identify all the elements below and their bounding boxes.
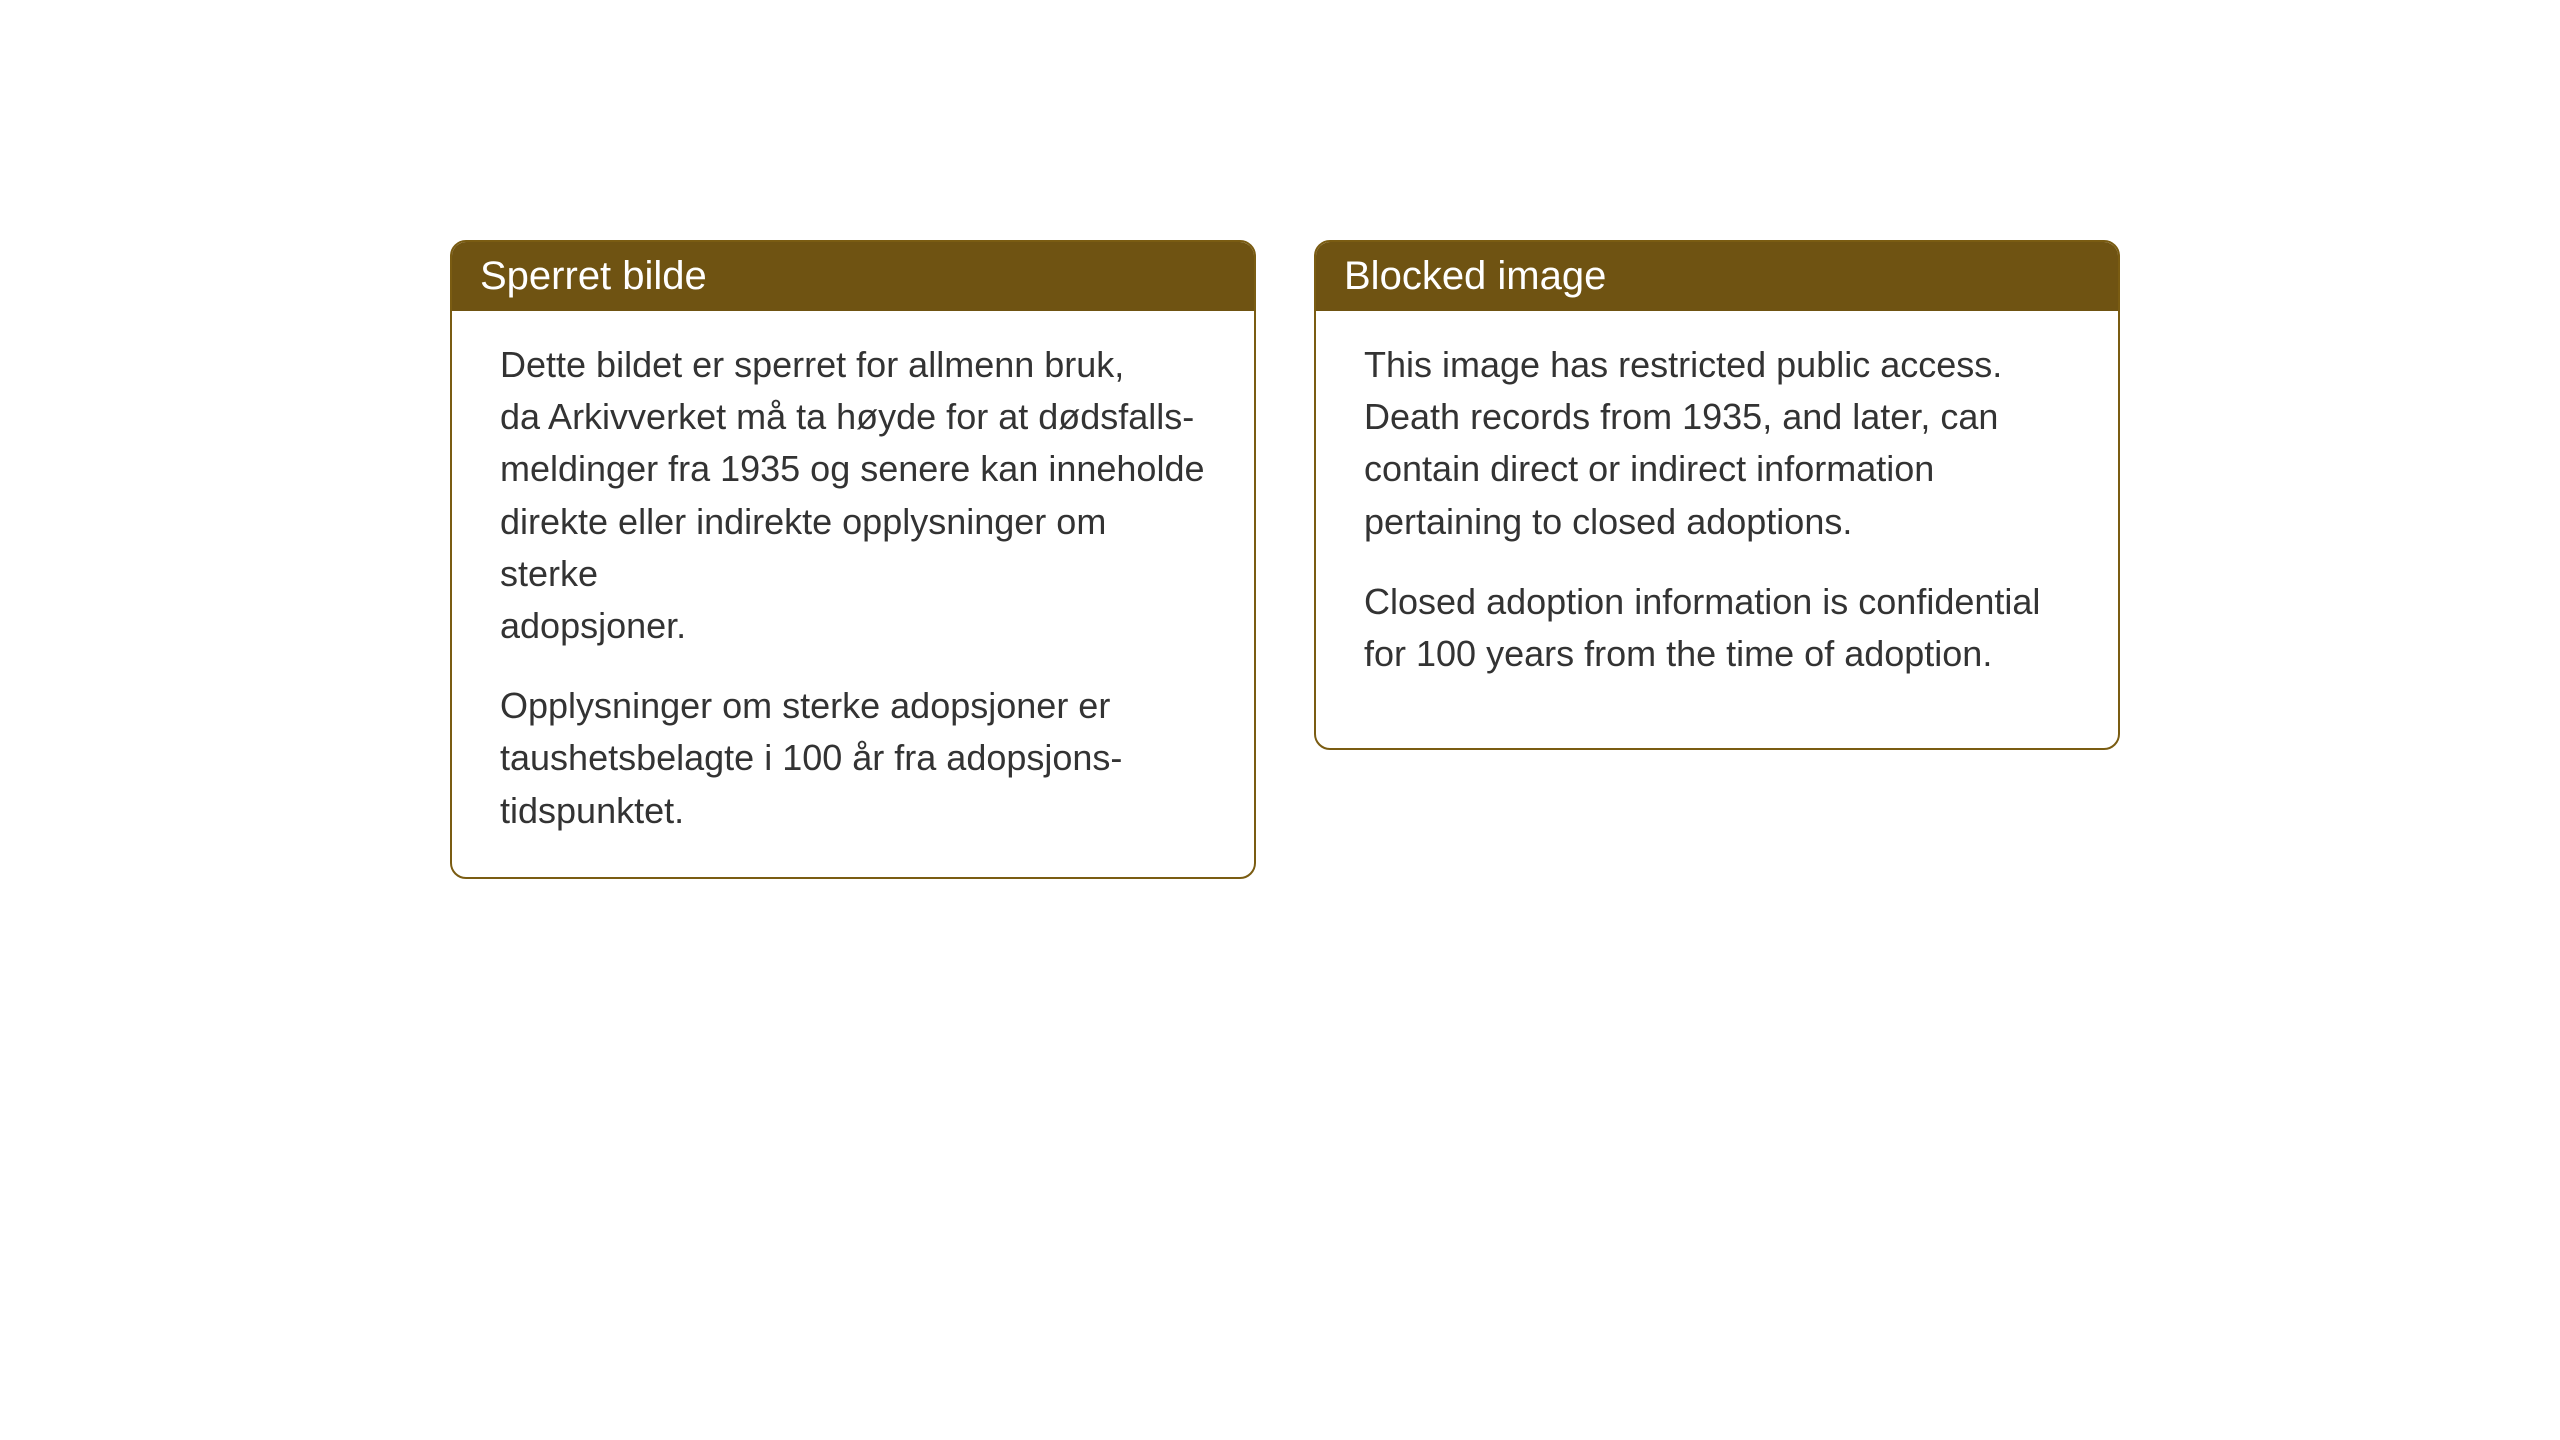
card-header-english: Blocked image [1316,242,2118,311]
card-paragraph-2-english: Closed adoption information is confident… [1364,576,2070,680]
card-text-line: meldinger fra 1935 og senere kan innehol… [500,448,1205,489]
card-paragraph-2-norwegian: Opplysninger om sterke adopsjoner er tau… [500,680,1206,837]
card-text-line: for 100 years from the time of adoption. [1364,633,1992,674]
card-text-line: contain direct or indirect information [1364,448,1934,489]
card-text-line: This image has restricted public access. [1364,344,2002,385]
card-text-line: pertaining to closed adoptions. [1364,501,1852,542]
card-paragraph-1-english: This image has restricted public access.… [1364,339,2070,548]
blocked-image-card-english: Blocked image This image has restricted … [1314,240,2120,750]
card-text-line: taushetsbelagte i 100 år fra adopsjons- [500,737,1122,778]
card-text-line: direkte eller indirekte opplysninger om … [500,501,1106,594]
card-text-line: Opplysninger om sterke adopsjoner er [500,685,1110,726]
blocked-image-card-norwegian: Sperret bilde Dette bildet er sperret fo… [450,240,1256,879]
card-header-norwegian: Sperret bilde [452,242,1254,311]
card-text-line: adopsjoner. [500,605,686,646]
card-body-norwegian: Dette bildet er sperret for allmenn bruk… [452,311,1254,877]
card-text-line: tidspunktet. [500,790,684,831]
card-text-line: Death records from 1935, and later, can [1364,396,1998,437]
card-text-line: da Arkivverket må ta høyde for at dødsfa… [500,396,1194,437]
card-body-english: This image has restricted public access.… [1316,311,2118,720]
card-text-line: Dette bildet er sperret for allmenn bruk… [500,344,1124,385]
card-title-norwegian: Sperret bilde [480,254,707,298]
card-paragraph-1-norwegian: Dette bildet er sperret for allmenn bruk… [500,339,1206,652]
card-title-english: Blocked image [1344,254,1606,298]
cards-container: Sperret bilde Dette bildet er sperret fo… [450,240,2120,879]
card-text-line: Closed adoption information is confident… [1364,581,2040,622]
